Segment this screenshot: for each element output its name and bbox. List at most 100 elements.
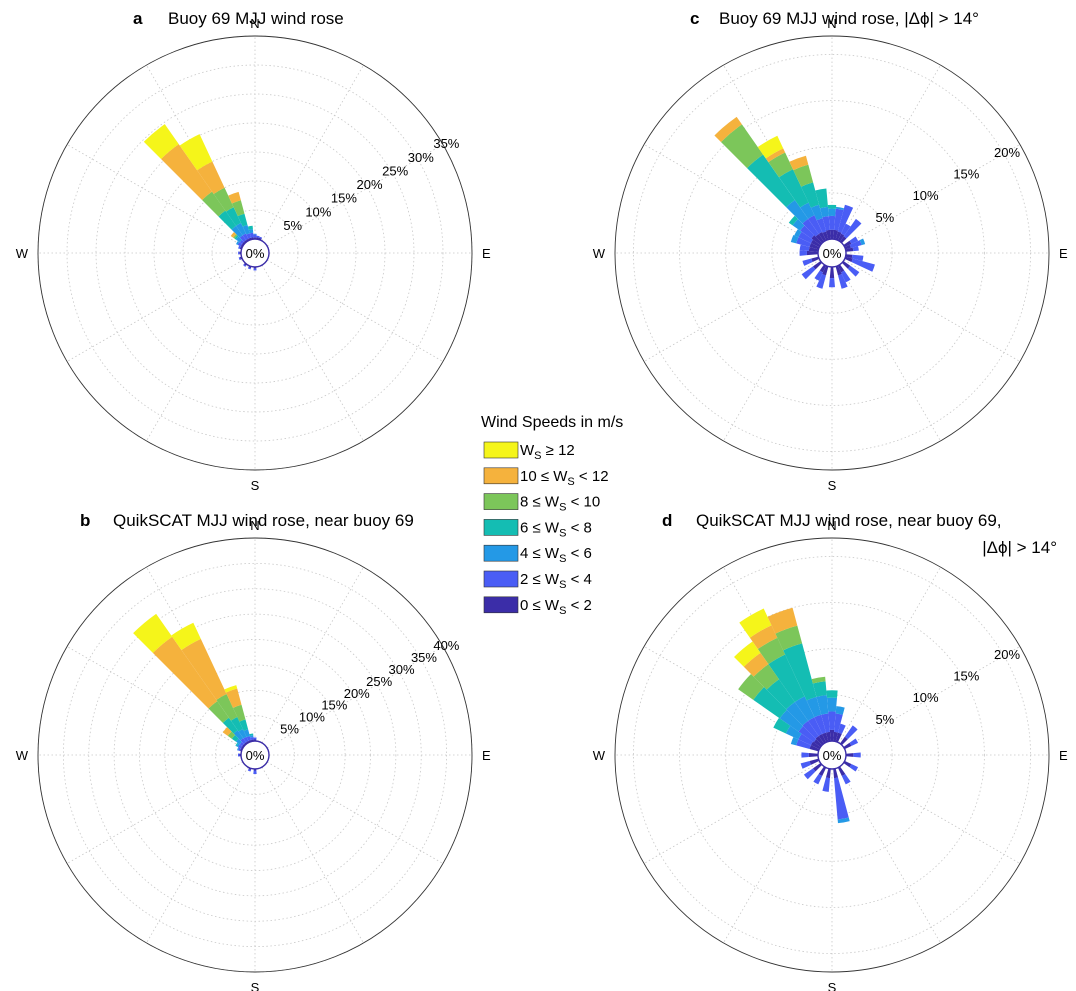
wind-wedge	[243, 240, 247, 244]
wind-wedge	[809, 758, 820, 765]
wind-wedge	[851, 254, 864, 262]
wind-wedge	[796, 237, 811, 247]
grid-spoke	[261, 64, 364, 242]
wind-wedge	[811, 256, 820, 263]
grid-ring	[771, 694, 893, 816]
wind-wedge	[208, 701, 229, 723]
wind-wedge	[799, 250, 808, 256]
wind-wedge	[230, 717, 243, 732]
wind-wedge	[840, 736, 848, 746]
wind-wedge	[239, 741, 245, 747]
wind-wedge	[821, 713, 830, 733]
grid-ring	[189, 689, 321, 821]
ring-tick-label: 20%	[344, 686, 370, 701]
wind-wedge	[753, 687, 787, 719]
wind-wedge	[801, 752, 809, 758]
ring-tick-label: 15%	[331, 191, 357, 206]
wind-wedge	[256, 235, 260, 238]
grid-spoke	[266, 144, 444, 247]
legend-label: 6 ≤ WS < 8	[520, 519, 592, 539]
wind-wedge	[779, 709, 804, 732]
grid-ring	[679, 602, 985, 908]
wind-wedge	[800, 225, 815, 239]
wind-wedge	[227, 731, 236, 739]
wind-wedge	[792, 218, 805, 231]
wind-wedge	[793, 164, 814, 187]
wind-wedge	[238, 251, 240, 255]
wind-wedge	[800, 202, 815, 219]
wind-wedge	[822, 777, 830, 792]
grid-spoke	[838, 566, 941, 744]
wind-wedge	[235, 222, 246, 236]
wind-wedge	[834, 713, 843, 733]
wind-wedge	[837, 766, 846, 777]
wind-wedge	[808, 215, 823, 234]
wind-wedge	[197, 161, 225, 195]
wind-wedge	[238, 744, 243, 749]
wind-wedge	[809, 745, 820, 752]
direction-label: N	[250, 16, 259, 31]
panel-a-tag: a	[133, 9, 143, 28]
center-circle	[817, 238, 847, 268]
grid-ring	[62, 562, 448, 948]
wind-wedge	[747, 154, 795, 208]
direction-label: W	[16, 246, 29, 261]
wind-wedge	[810, 741, 821, 750]
outer-circle	[614, 537, 1050, 973]
ring-tick-label: 40%	[433, 638, 459, 653]
wind-wedge	[238, 245, 241, 249]
grid-spoke	[643, 646, 821, 749]
wind-wedge	[796, 739, 811, 749]
wind-wedge	[852, 246, 859, 252]
grid-spoke	[261, 566, 364, 744]
wind-wedge	[828, 711, 836, 731]
grid-spoke	[266, 259, 444, 362]
wind-wedge	[226, 207, 241, 226]
center-label: 0%	[246, 246, 265, 261]
direction-label: W	[593, 748, 606, 763]
wind-wedge	[236, 743, 240, 748]
wind-wedge	[181, 638, 227, 700]
wind-wedge	[245, 238, 250, 242]
grid-spoke	[843, 144, 1021, 247]
wind-wedge	[231, 225, 243, 238]
ring-tick-label: 20%	[994, 145, 1020, 160]
legend-swatch	[483, 467, 519, 485]
grid-spoke	[838, 766, 941, 944]
wind-wedge	[253, 268, 257, 271]
wind-wedge	[822, 732, 829, 743]
wind-wedge	[844, 256, 853, 263]
wind-wedge	[810, 204, 823, 221]
wind-wedge	[841, 270, 851, 283]
wind-wedge	[749, 625, 778, 650]
wind-wedge	[811, 676, 826, 684]
wind-wedge	[242, 744, 246, 747]
grid-spoke	[66, 144, 244, 247]
grid-spoke	[843, 259, 1021, 362]
wind-wedge	[799, 244, 810, 251]
wind-wedge	[813, 774, 823, 785]
ring-tick-label: 20%	[994, 647, 1020, 662]
wind-wedge	[818, 766, 827, 777]
direction-label: W	[593, 246, 606, 261]
wind-wedge	[825, 731, 831, 742]
wind-wedge	[161, 144, 213, 201]
wind-wedge	[773, 717, 791, 734]
wind-wedge	[844, 244, 851, 250]
wind-wedge	[233, 234, 238, 239]
wind-wedge	[837, 204, 854, 233]
wind-wedge	[802, 218, 819, 237]
wind-wedge	[816, 695, 829, 715]
wind-wedge	[803, 768, 816, 780]
wind-wedge	[246, 233, 251, 239]
grid-spoke	[66, 646, 244, 749]
direction-label: E	[482, 748, 491, 763]
ring-tick-label: 20%	[357, 177, 383, 192]
legend-swatch	[483, 493, 519, 510]
wind-wedge	[802, 258, 813, 266]
wind-wedge	[798, 231, 813, 244]
panel-b: b QuikSCAT MJJ wind rose, near buoy 69 0…	[16, 511, 491, 991]
wind-wedge	[179, 134, 213, 171]
panel-c-tag: c	[690, 9, 699, 28]
grid-spoke	[146, 264, 249, 442]
